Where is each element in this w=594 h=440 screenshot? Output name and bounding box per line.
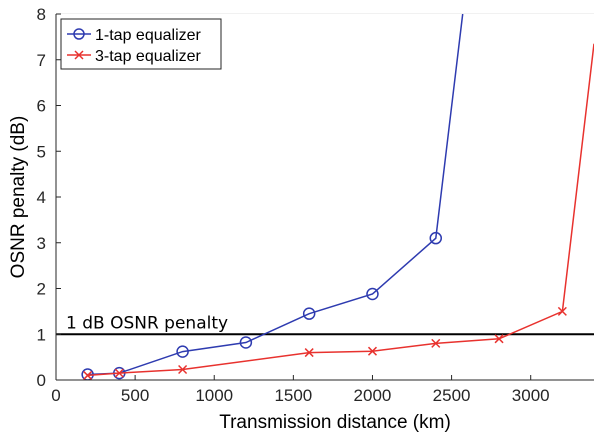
x-tick-label: 2000: [354, 386, 392, 405]
y-tick-label: 5: [37, 142, 46, 161]
legend-label: 1-tap equalizer: [95, 27, 202, 44]
x-tick-label: 500: [121, 386, 149, 405]
data-point-circle: [302, 307, 316, 320]
series-1: [81, 14, 464, 380]
data-point-x: [367, 346, 378, 356]
legend-item: 3-tap equalizer: [67, 48, 202, 65]
legend-marker-circle: [73, 28, 85, 40]
x-axis-label: Transmission distance (km): [219, 412, 451, 433]
series-line: [87, 14, 464, 376]
x-tick-label: 1000: [195, 386, 233, 405]
y-tick-label: 8: [37, 5, 46, 24]
reference-line-group: 1 dB OSNR penalty: [56, 313, 594, 336]
data-point-x: [304, 348, 314, 358]
y-tick-label: 1: [37, 325, 46, 344]
y-tick-label: 4: [37, 188, 46, 207]
data-point-x: [83, 370, 93, 380]
y-tick-label: 0: [37, 371, 46, 390]
tick-labels: 0 500 1000 1500 2000 2500 3000 0 1 2 3 4 5 6 7 8: [37, 5, 550, 405]
x-tick-label: 2500: [433, 386, 471, 405]
data-point-circle: [239, 336, 253, 349]
legend-box: [60, 18, 222, 70]
data-point-circle: [366, 287, 379, 301]
data-point-x: [494, 334, 504, 344]
data-point-x: [557, 306, 567, 316]
y-tick-label: 6: [37, 97, 46, 116]
data-point-x: [178, 364, 188, 375]
x-tick-label: 0: [51, 386, 60, 405]
legend: 1-tap equalizer 3-tap equalizer: [60, 18, 222, 70]
legend-marker-x: [74, 50, 84, 60]
plot-background: [56, 14, 594, 380]
data-point-circle: [176, 345, 189, 358]
y-tick-label: 7: [37, 51, 46, 70]
x-tick-label: 3000: [512, 386, 550, 405]
series-2: [83, 43, 594, 380]
plot-area: [56, 14, 594, 380]
legend-label: 3-tap equalizer: [95, 48, 202, 65]
data-point-x: [114, 368, 124, 378]
y-tick-label: 2: [37, 280, 46, 299]
reference-line-label: 1 dB OSNR penalty: [66, 313, 228, 333]
series-layer: [81, 14, 594, 380]
x-tick-label: 1500: [274, 386, 312, 405]
legend-item: 1-tap equalizer: [67, 27, 202, 44]
axes: [55, 13, 594, 381]
data-point-circle: [429, 231, 443, 245]
y-axis-label: OSNR penalty (dB): [8, 116, 29, 279]
y-tick-label: 3: [37, 234, 46, 253]
data-point-x: [431, 338, 441, 348]
